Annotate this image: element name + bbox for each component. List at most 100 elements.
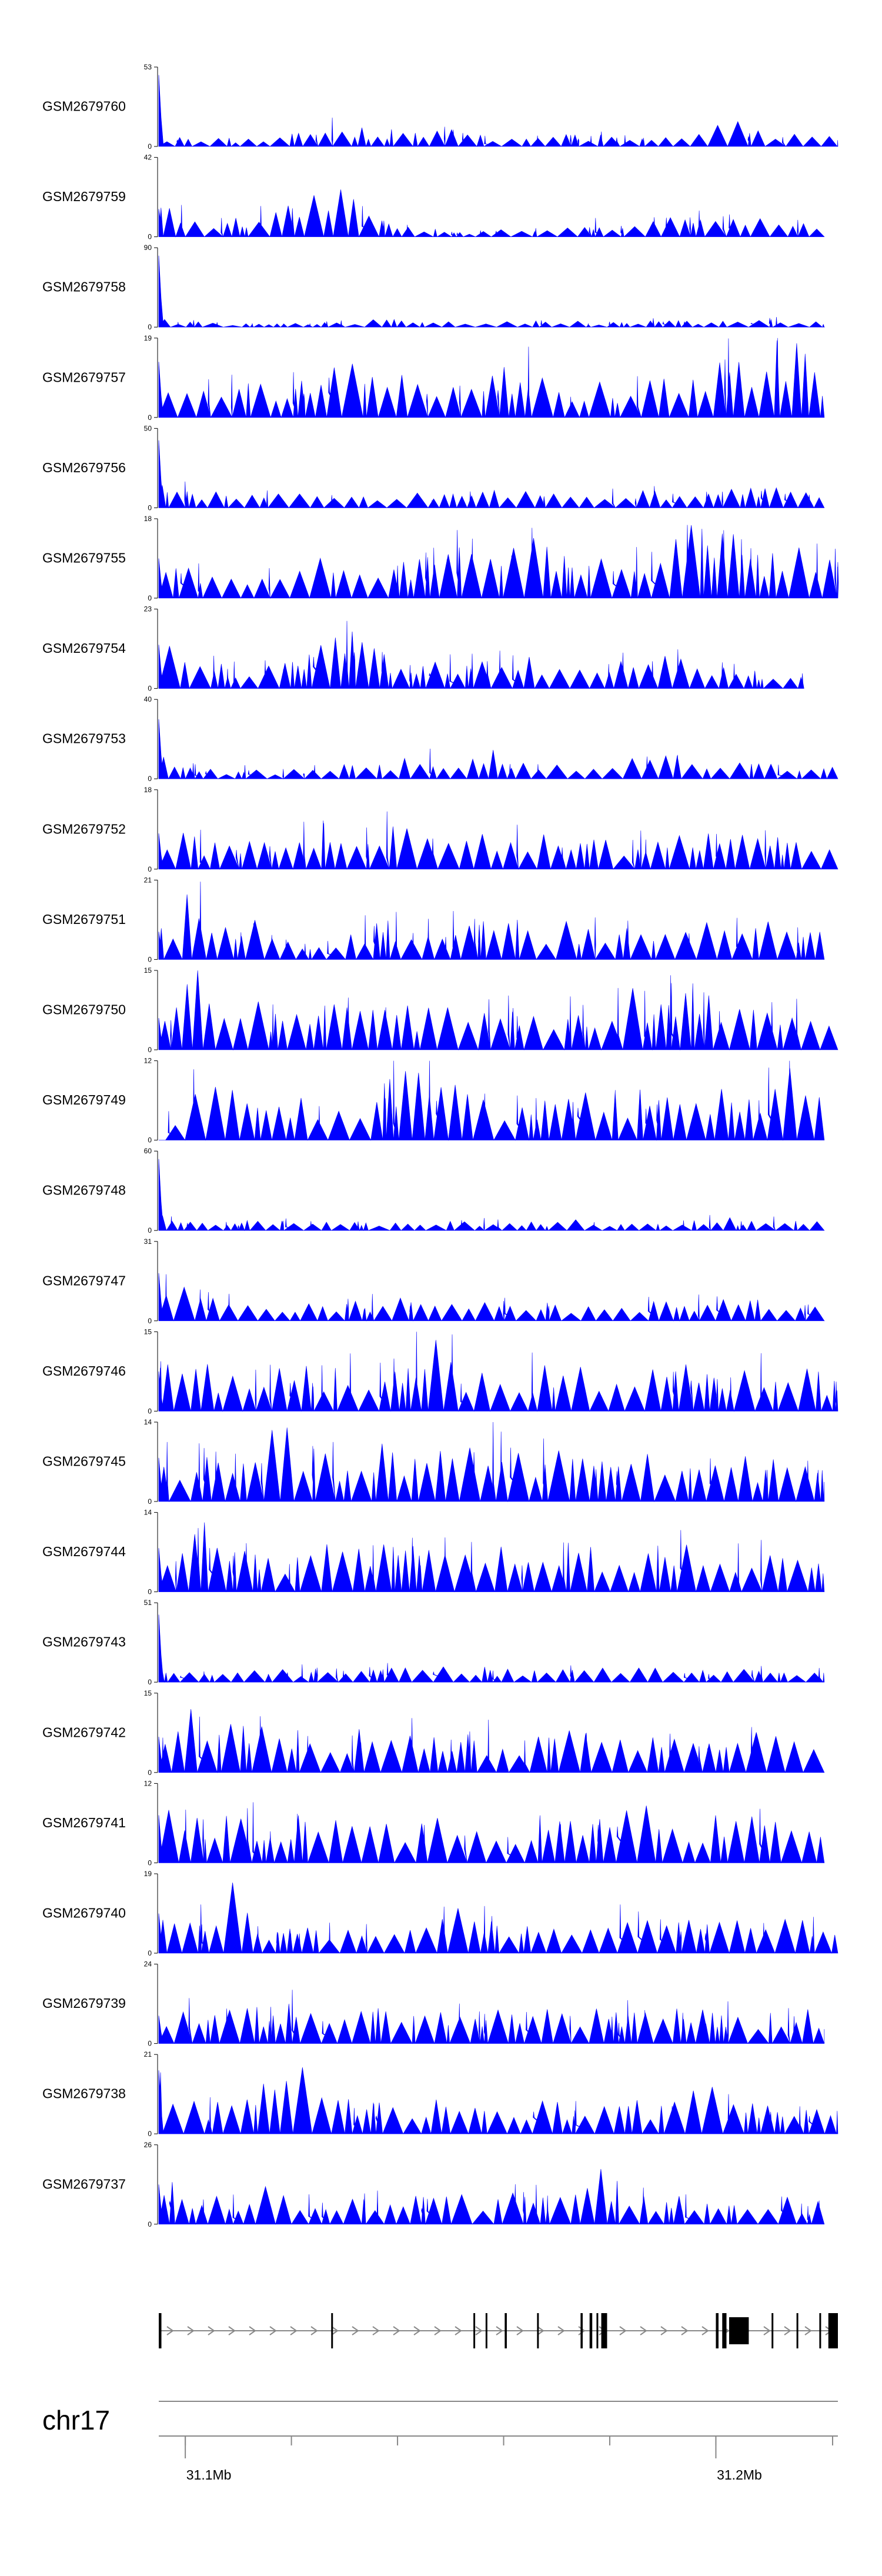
y-tick-max-label: 15	[144, 1689, 152, 1697]
strand-arrow-icon	[393, 2326, 400, 2335]
strand-arrow-icon	[208, 2326, 215, 2335]
exon	[537, 2313, 539, 2348]
y-tick-max-label: 40	[144, 695, 152, 703]
coverage-area	[158, 525, 839, 599]
y-tick-zero-label: 0	[148, 413, 152, 422]
exon	[596, 2313, 599, 2348]
strand-arrow-icon	[660, 2326, 668, 2335]
genome-axis-ticks: 31.1Mb 31.2Mb	[185, 2436, 833, 2482]
exon	[473, 2313, 476, 2348]
coverage-area	[158, 1802, 825, 1864]
y-tick-zero-label: 0	[148, 685, 152, 693]
exon	[601, 2313, 607, 2348]
exon	[485, 2313, 487, 2348]
exon	[589, 2313, 593, 2348]
y-tick-zero-label: 0	[148, 775, 152, 783]
coverage-area	[158, 719, 838, 780]
track-name: GSM2679741	[42, 1815, 126, 1830]
coverage-track: GSM2679740 19 0	[42, 1870, 838, 1957]
exon	[331, 2313, 333, 2348]
coverage-track: GSM2679743 51 0	[42, 1599, 825, 1686]
track-name: GSM2679744	[42, 1544, 126, 1559]
exon	[580, 2313, 583, 2348]
coverage-track: GSM2679749 12 0	[42, 1057, 825, 1144]
coverage-area	[158, 1159, 825, 1232]
strand-arrow-icon	[701, 2326, 709, 2335]
strand-arrow-icon	[557, 2326, 565, 2335]
y-tick-zero-label: 0	[148, 955, 152, 963]
chromosome-axis: chr17 31.1Mb 31.2Mb	[42, 2401, 838, 2482]
y-tick-max-label: 24	[144, 1960, 152, 1968]
y-tick-zero-label: 0	[148, 865, 152, 873]
y-tick-zero-label: 0	[148, 1588, 152, 1596]
coverage-area	[158, 189, 825, 238]
track-name: GSM2679745	[42, 1454, 126, 1469]
coverage-track: GSM2679744 14 0	[42, 1509, 825, 1596]
y-tick-zero-label: 0	[148, 1317, 152, 1325]
y-tick-zero-label: 0	[148, 2220, 152, 2228]
track-name: GSM2679743	[42, 1634, 126, 1650]
track-name: GSM2679739	[42, 1996, 126, 2011]
exon	[729, 2317, 749, 2344]
y-tick-max-label: 50	[144, 424, 152, 432]
y-tick-zero-label: 0	[148, 1226, 152, 1234]
y-tick-zero-label: 0	[148, 2040, 152, 2048]
y-tick-max-label: 12	[144, 1057, 152, 1065]
coverage-track: GSM2679755 18 0	[42, 515, 839, 602]
strand-arrow-icon	[537, 2326, 544, 2335]
gene-model-track	[159, 2313, 838, 2348]
track-name: GSM2679755	[42, 550, 126, 566]
strand-arrow-icon	[290, 2326, 298, 2335]
strand-arrow-icon	[681, 2326, 689, 2335]
coverage-tracks: GSM2679760530GSM2679759420GSM2679758900G…	[42, 63, 839, 2228]
coverage-track: GSM2679742 15 0	[42, 1689, 825, 1777]
y-tick-max-label: 14	[144, 1509, 152, 1517]
exon	[716, 2313, 719, 2348]
y-tick-max-label: 18	[144, 515, 152, 523]
coverage-track: GSM2679751 21 0	[42, 876, 825, 963]
strand-arrow-icon	[249, 2326, 256, 2335]
strand-arrow-icon	[166, 2326, 174, 2335]
y-tick-max-label: 90	[144, 243, 152, 252]
y-tick-max-label: 42	[144, 154, 152, 162]
exon	[722, 2313, 727, 2348]
exon	[505, 2313, 507, 2348]
y-tick-zero-label: 0	[148, 1407, 152, 1415]
y-tick-zero-label: 0	[148, 142, 152, 151]
y-tick-max-label: 15	[144, 1327, 152, 1336]
coverage-area	[158, 811, 838, 870]
y-tick-max-label: 31	[144, 1237, 152, 1246]
exon	[771, 2313, 774, 2348]
strand-arrow-icon	[640, 2326, 647, 2335]
coverage-track: GSM2679752 18 0	[42, 786, 838, 873]
coverage-track: GSM2679748 60 0	[42, 1147, 825, 1234]
track-name: GSM2679737	[42, 2176, 126, 2191]
track-name: GSM2679754	[42, 640, 126, 656]
strand-arrow-icon	[434, 2326, 442, 2335]
y-tick-zero-label: 0	[148, 1858, 152, 1867]
coverage-area	[158, 1990, 825, 2044]
strand-arrow-icon	[372, 2326, 380, 2335]
track-name: GSM2679758	[42, 279, 126, 295]
coverage-area	[158, 1332, 838, 1412]
track-name: GSM2679750	[42, 1002, 126, 1017]
y-tick-zero-label: 0	[148, 503, 152, 512]
coverage-area	[158, 440, 825, 509]
coverage-track: GSM2679745 14 0	[42, 1418, 825, 1506]
track-name: GSM2679759	[42, 189, 126, 204]
y-tick-zero-label: 0	[148, 323, 152, 331]
y-tick-max-label: 51	[144, 1599, 152, 1607]
y-tick-zero-label: 0	[148, 2130, 152, 2138]
coverage-area	[158, 1273, 825, 1322]
axis-tick-label: 31.1Mb	[186, 2467, 232, 2482]
y-tick-max-label: 21	[144, 876, 152, 884]
exon	[796, 2313, 799, 2348]
track-name: GSM2679757	[42, 369, 126, 385]
axis-tick-label: 31.2Mb	[717, 2467, 762, 2482]
y-tick-zero-label: 0	[148, 1497, 152, 1506]
exon	[159, 2313, 162, 2348]
track-name: GSM2679760	[42, 99, 126, 114]
y-tick-max-label: 19	[144, 1870, 152, 1878]
coverage-track: GSM2679746 15 0	[42, 1327, 838, 1415]
